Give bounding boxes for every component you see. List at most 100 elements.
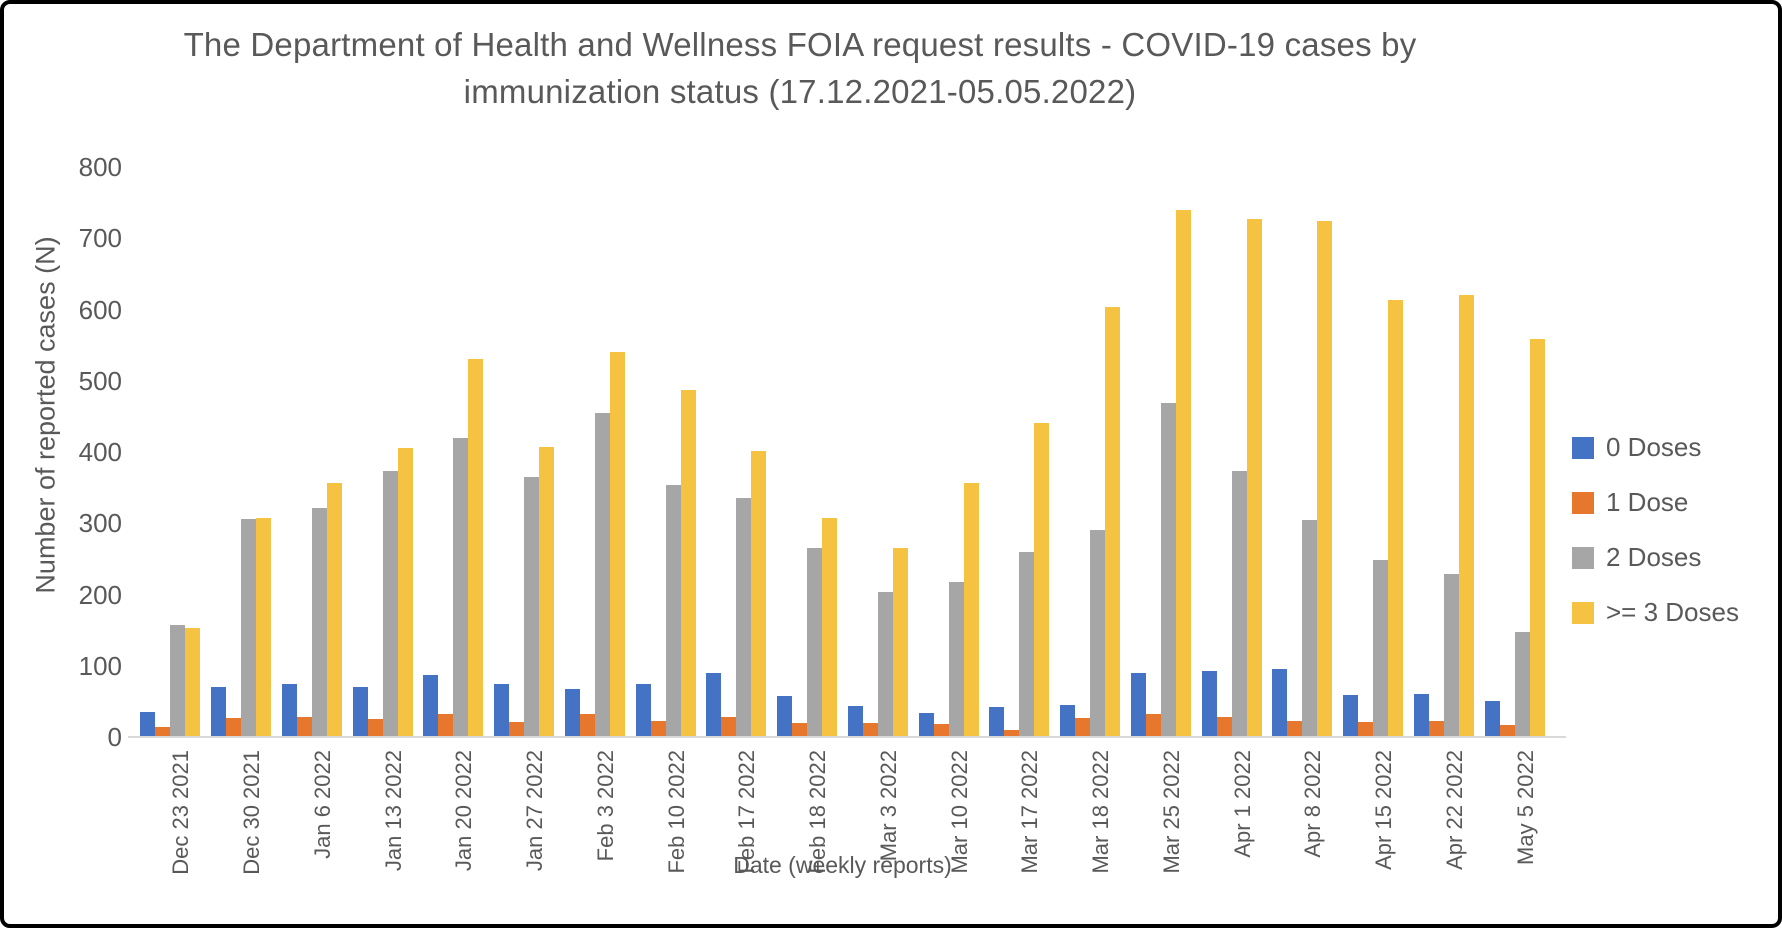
- bar-cluster: [1201, 219, 1262, 737]
- bar: [170, 625, 186, 737]
- bar: [397, 448, 413, 737]
- bar: [792, 723, 808, 737]
- bar: [1443, 573, 1459, 737]
- legend-label: >= 3 Doses: [1606, 597, 1739, 627]
- bar: [877, 592, 893, 737]
- legend-label: 2 Doses: [1606, 542, 1702, 572]
- legend-label: 1 Dose: [1606, 487, 1689, 517]
- bar: [155, 727, 171, 737]
- bar: [1246, 219, 1262, 737]
- bar: [1201, 670, 1217, 737]
- y-tick-label: 0: [107, 722, 122, 752]
- bar: [948, 582, 964, 737]
- bar: [509, 722, 525, 737]
- bar: [211, 687, 227, 737]
- bar-cluster: [281, 482, 342, 737]
- x-axis-title: Date (weekly reports): [733, 852, 952, 878]
- bar: [468, 359, 484, 737]
- bar: [918, 712, 934, 737]
- legend-swatch-icon: [1572, 601, 1594, 624]
- bar: [822, 518, 838, 737]
- bar: [296, 717, 312, 737]
- bar-cluster: [706, 450, 767, 737]
- bar: [1105, 307, 1121, 737]
- bar: [847, 706, 863, 737]
- bar: [1034, 422, 1050, 737]
- bar: [1343, 694, 1359, 737]
- bar: [1175, 210, 1191, 737]
- bar: [453, 437, 469, 737]
- legend-label: 0 Doses: [1606, 432, 1702, 462]
- bar: [1145, 713, 1161, 737]
- bar: [777, 696, 793, 737]
- bar: [892, 548, 908, 737]
- bar: [1060, 704, 1076, 737]
- legend: 0 Doses 1 Dose 2 Doses >= 3 Doses: [1572, 432, 1739, 628]
- bar: [1090, 529, 1106, 737]
- bar-cluster: [1060, 307, 1121, 737]
- bar: [933, 724, 949, 737]
- y-tick-label: 700: [78, 223, 122, 254]
- bar: [1388, 299, 1404, 737]
- bar-cluster: [352, 448, 413, 737]
- bar-cluster: [564, 351, 625, 737]
- bar: [751, 450, 767, 737]
- legend-item: >= 3 Doses: [1572, 597, 1739, 628]
- x-tick-label: Mar 3 2022: [875, 750, 901, 862]
- bar: [352, 687, 368, 737]
- y-tick-label: 400: [78, 437, 122, 467]
- bar: [226, 718, 242, 737]
- bar: [1373, 560, 1389, 737]
- bar: [1075, 718, 1091, 737]
- bar: [382, 471, 398, 737]
- bar-cluster: [494, 447, 555, 737]
- bar-cluster: [918, 482, 979, 737]
- bar: [140, 712, 156, 737]
- legend-item: 2 Doses: [1572, 542, 1739, 573]
- bar: [609, 351, 625, 737]
- y-tick-label: 800: [78, 152, 122, 182]
- bar: [721, 717, 737, 737]
- x-tick-label: Jan 6 2022: [309, 750, 335, 859]
- bar: [1004, 729, 1020, 737]
- bar-cluster: [140, 625, 201, 737]
- bar: [1019, 552, 1035, 737]
- bar: [367, 719, 383, 737]
- bar: [256, 517, 272, 737]
- x-tick-label: Feb 3 2022: [592, 750, 618, 862]
- chart-title: The Department of Health and Wellness FO…: [183, 26, 1417, 110]
- bar: [1484, 700, 1500, 737]
- bar: [665, 484, 681, 737]
- bar: [1287, 720, 1303, 737]
- bar: [539, 447, 555, 737]
- bar: [494, 683, 510, 737]
- bar: [1458, 295, 1474, 737]
- bar-cluster: [989, 422, 1050, 737]
- y-tick-label: 600: [78, 294, 122, 325]
- bar: [989, 707, 1005, 737]
- bar: [524, 476, 540, 737]
- bar: [1499, 724, 1515, 737]
- bar: [1514, 632, 1530, 737]
- bar-cluster: [1272, 221, 1333, 737]
- bar: [1272, 669, 1288, 737]
- plot-area: [135, 167, 1550, 737]
- legend-swatch-icon: [1572, 436, 1594, 459]
- x-axis-line: [128, 736, 1566, 738]
- bar-cluster: [847, 548, 908, 737]
- bar: [579, 713, 595, 737]
- bar: [807, 548, 823, 737]
- y-tick-label: 500: [78, 365, 122, 396]
- legend-swatch-icon: [1572, 546, 1594, 569]
- bar: [1358, 722, 1374, 737]
- bar: [1413, 694, 1429, 737]
- x-tick-label: Apr 8 2022: [1300, 750, 1326, 858]
- bar: [1216, 717, 1232, 737]
- bar: [1529, 339, 1545, 737]
- bar: [1130, 672, 1146, 737]
- bar-cluster: [423, 359, 484, 737]
- bar-cluster: [777, 518, 838, 737]
- bar-cluster: [1413, 295, 1474, 737]
- bar: [963, 482, 979, 737]
